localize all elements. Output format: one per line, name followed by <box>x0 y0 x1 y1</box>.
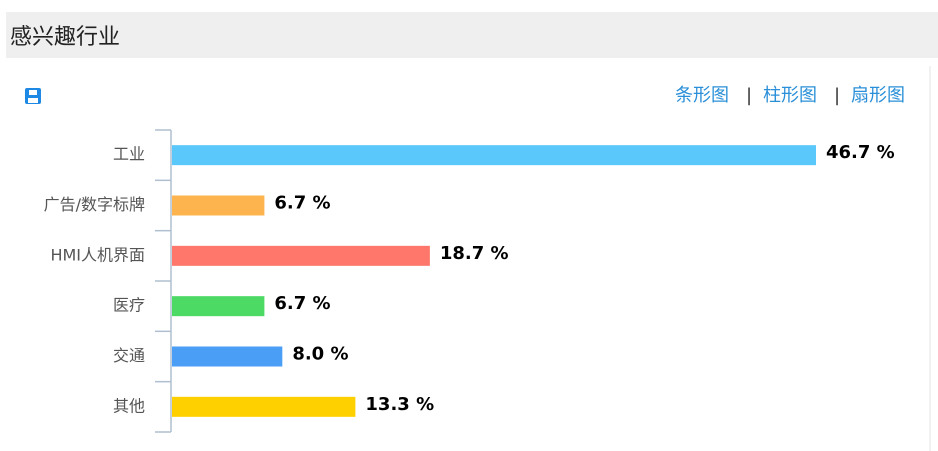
header-title: 感兴趣行业 <box>10 25 120 50</box>
value-label: 13.3 % <box>365 394 434 415</box>
header-bar <box>6 12 938 58</box>
category-label: 工业 <box>113 145 145 164</box>
separator: | <box>834 85 840 106</box>
save-icon[interactable] <box>25 88 41 104</box>
category-label: 其他 <box>113 396 145 415</box>
bar <box>172 145 816 166</box>
bar <box>172 245 430 266</box>
value-label: 18.7 % <box>440 243 509 264</box>
category-label: 交通 <box>113 346 145 365</box>
pie-link[interactable]: 扇形图 <box>851 85 905 106</box>
category-label: 医疗 <box>113 296 145 315</box>
category-label: HMI人机界面 <box>50 245 145 264</box>
value-label: 8.0 % <box>292 344 348 365</box>
value-label: 6.7 % <box>274 193 330 214</box>
bar <box>172 296 265 317</box>
category-label: 广告/数字标牌 <box>44 195 145 214</box>
value-label: 6.7 % <box>274 293 330 314</box>
bar <box>172 346 283 367</box>
bar <box>172 195 265 216</box>
bar <box>172 396 356 417</box>
value-label: 46.7 % <box>826 142 895 163</box>
separator: | <box>746 85 752 106</box>
column-link[interactable]: 柱形图 <box>763 85 817 106</box>
bar-link[interactable]: 条形图 <box>675 85 729 106</box>
